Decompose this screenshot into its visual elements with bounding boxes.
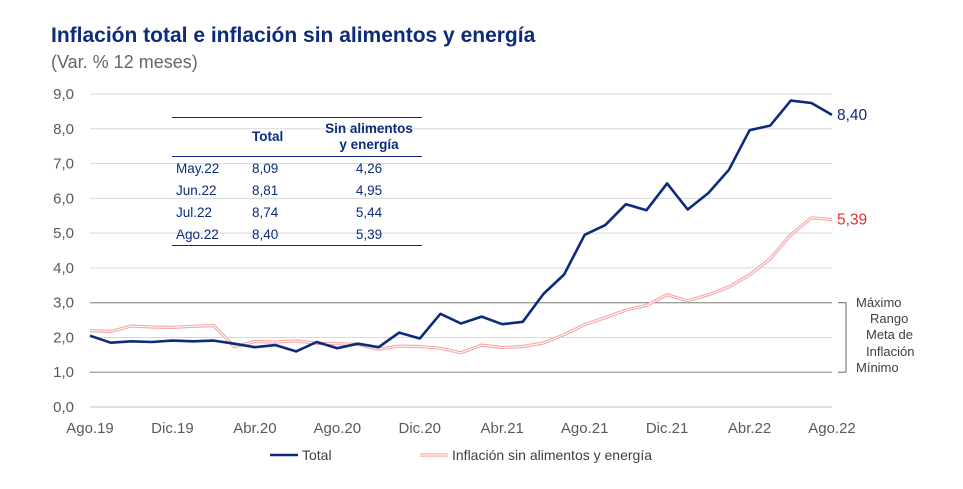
y-tick-label: 9,0	[53, 86, 74, 103]
band-label-min: Mínimo	[856, 360, 899, 375]
y-tick-label: 5,0	[53, 225, 74, 242]
table-cell-total: 8,81	[252, 182, 279, 198]
table-header-core-line2: y energía	[339, 137, 399, 152]
end-label-core: 5,39	[837, 212, 867, 229]
x-tick-label: Ago.20	[314, 420, 362, 437]
band-label-max: Máximo	[856, 295, 902, 310]
x-tick-label: Dic.20	[399, 420, 442, 437]
band-label-target-1: Meta de	[866, 327, 913, 342]
chart-subtitle: (Var. % 12 meses)	[51, 52, 198, 72]
table-row: Jul.22 8,74 5,44	[172, 201, 422, 223]
x-tick-label: Abr.22	[728, 420, 771, 437]
table-header-total: Total	[252, 129, 284, 144]
y-tick-label: 1,0	[53, 364, 74, 381]
table-cell-month: May.22	[176, 160, 220, 176]
table-row: May.22 8,09 4,26	[172, 157, 422, 180]
table-cell-core: 4,95	[355, 182, 383, 198]
table-cell-core: 4,26	[355, 160, 383, 176]
latest-values-table: Total Sin alimentos y energía May.22 8,09…	[172, 117, 422, 246]
end-label-total: 8,40	[837, 107, 868, 124]
table-cell-core: 5,44	[355, 204, 383, 220]
table-header-row: Total Sin alimentos y energía	[172, 117, 422, 157]
x-tick-label: Abr.21	[481, 420, 524, 437]
table-header-core-line1: Sin alimentos	[325, 121, 413, 136]
table-header-core: Sin alimentos y energía	[316, 118, 422, 157]
band-label-range: Rango	[870, 311, 908, 326]
chart-title: Inflación total e inflación sin alimento…	[51, 24, 536, 47]
x-tick-label: Ago.21	[561, 420, 609, 437]
table-cell-total: 8,09	[252, 160, 279, 176]
table-cell-total: 8,74	[252, 204, 279, 220]
y-tick-label: 2,0	[53, 329, 74, 346]
table-header-month	[172, 118, 248, 157]
y-tick-label: 8,0	[53, 121, 74, 138]
table-cell-month: Ago.22	[176, 226, 219, 242]
series-line-total	[89, 99, 833, 353]
table-row: Jun.22 8,81 4,95	[172, 179, 422, 201]
y-tick-label: 6,0	[53, 190, 74, 207]
x-tick-label: Dic.21	[646, 420, 689, 437]
legend-label-total: Total	[302, 447, 332, 463]
x-tick-label: Ago.19	[66, 420, 114, 437]
y-tick-label: 4,0	[53, 260, 74, 277]
table-cell-month: Jun.22	[176, 182, 217, 198]
table-cell-month: Jul.22	[176, 204, 213, 220]
table-cell-total: 8,40	[252, 226, 279, 242]
x-tick-label: Dic.19	[151, 420, 194, 437]
y-tick-label: 3,0	[53, 295, 74, 312]
table-row: Ago.22 8,40 5,39	[172, 223, 422, 246]
table-cell-core: 5,39	[355, 226, 383, 242]
legend-label-core: Inflación sin alimentos y energía	[452, 447, 652, 463]
x-tick-label: Ago.22	[808, 420, 856, 437]
y-tick-label: 0,0	[53, 399, 74, 416]
series-line-core-inner	[89, 217, 833, 354]
y-tick-label: 7,0	[53, 156, 74, 173]
band-label-target-2: Inflación	[866, 344, 914, 359]
x-tick-label: Abr.20	[233, 420, 276, 437]
